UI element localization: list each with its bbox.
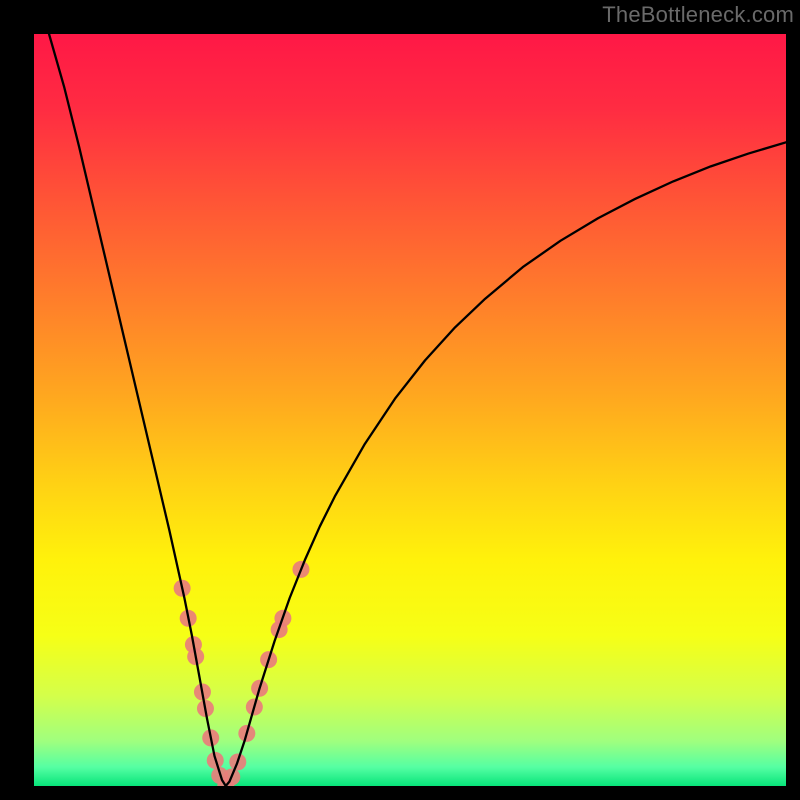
bottleneck-curve <box>34 34 786 786</box>
watermark-text: TheBottleneck.com <box>602 0 800 28</box>
plot-area <box>34 34 786 786</box>
curve-line <box>49 34 786 786</box>
chart-container: TheBottleneck.com <box>0 0 800 800</box>
